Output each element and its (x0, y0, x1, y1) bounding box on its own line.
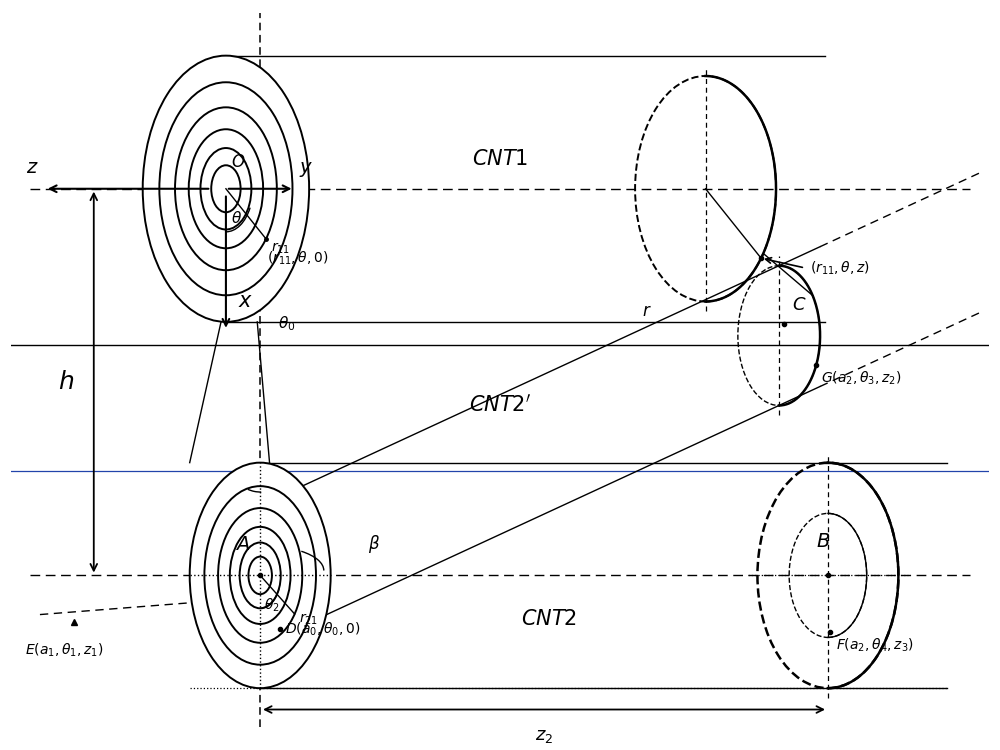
Text: $z$: $z$ (26, 158, 38, 177)
Text: $O$: $O$ (231, 153, 245, 171)
Text: $E(a_1,\theta_1,z_1)$: $E(a_1,\theta_1,z_1)$ (25, 642, 104, 659)
Text: $r$: $r$ (642, 302, 652, 320)
Text: $x$: $x$ (238, 291, 253, 311)
Text: $C$: $C$ (792, 296, 806, 314)
Text: $A$: $A$ (235, 535, 250, 554)
Text: $(r_{11},\theta,z)$: $(r_{11},\theta,z)$ (810, 260, 870, 277)
Text: $D(a_0,\theta_0,0)$: $D(a_0,\theta_0,0)$ (285, 620, 361, 638)
Text: $B$: $B$ (816, 532, 830, 551)
Text: $\beta$: $\beta$ (368, 533, 380, 555)
Text: $\theta_2$: $\theta_2$ (264, 597, 280, 614)
Text: $h$: $h$ (58, 370, 74, 394)
Text: $\theta$: $\theta$ (231, 210, 242, 226)
Text: $F(a_2,\theta_4,z_3)$: $F(a_2,\theta_4,z_3)$ (836, 637, 914, 654)
Text: $\theta_0$: $\theta_0$ (278, 314, 295, 333)
Text: $z_2$: $z_2$ (535, 728, 553, 746)
Text: $r_{11}$: $r_{11}$ (271, 241, 290, 256)
Text: $y$: $y$ (299, 160, 313, 179)
Text: $CNT2'$: $CNT2'$ (469, 393, 531, 415)
Ellipse shape (190, 463, 331, 688)
Ellipse shape (143, 56, 309, 322)
Text: $G(a_2,\theta_3,z_2)$: $G(a_2,\theta_3,z_2)$ (821, 370, 902, 388)
Text: $(r_{11},\theta,0)$: $(r_{11},\theta,0)$ (267, 250, 329, 267)
Text: $CNT1$: $CNT1$ (472, 149, 528, 170)
Text: $CNT2$: $CNT2$ (521, 610, 577, 629)
Text: $r_{21}$: $r_{21}$ (299, 612, 318, 628)
